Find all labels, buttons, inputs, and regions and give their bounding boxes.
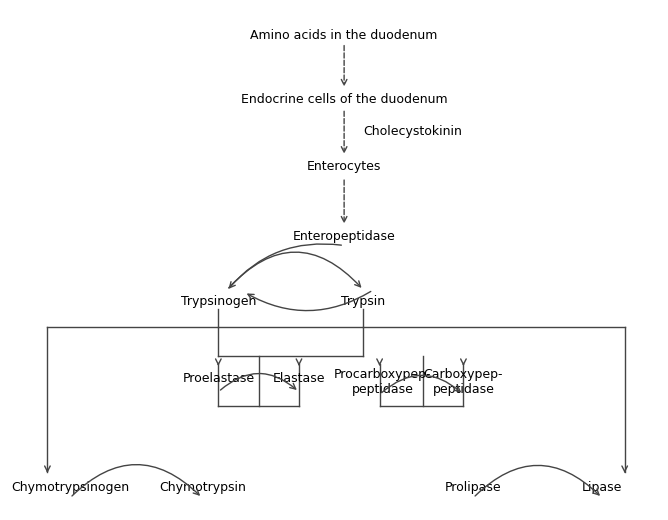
Text: Chymotrypsin: Chymotrypsin xyxy=(159,481,246,494)
Text: Enteropeptidase: Enteropeptidase xyxy=(293,230,395,243)
Text: Elastase: Elastase xyxy=(273,372,325,385)
Text: Prolipase: Prolipase xyxy=(445,481,502,494)
Text: Proelastase: Proelastase xyxy=(182,372,255,385)
Text: Enterocytes: Enterocytes xyxy=(307,160,381,173)
Text: Carboxypep-
peptidase: Carboxypep- peptidase xyxy=(424,368,503,396)
Text: Cholecystokinin: Cholecystokinin xyxy=(363,125,462,138)
Text: Trypsin: Trypsin xyxy=(341,295,385,308)
Text: Procarboxypep-
peptidase: Procarboxypep- peptidase xyxy=(334,368,432,396)
Text: Chymotrypsinogen: Chymotrypsinogen xyxy=(11,481,129,494)
Text: Trypsinogen: Trypsinogen xyxy=(180,295,256,308)
Text: Lipase: Lipase xyxy=(582,481,623,494)
Text: Amino acids in the duodenum: Amino acids in the duodenum xyxy=(250,29,438,42)
Text: Endocrine cells of the duodenum: Endocrine cells of the duodenum xyxy=(240,93,448,106)
